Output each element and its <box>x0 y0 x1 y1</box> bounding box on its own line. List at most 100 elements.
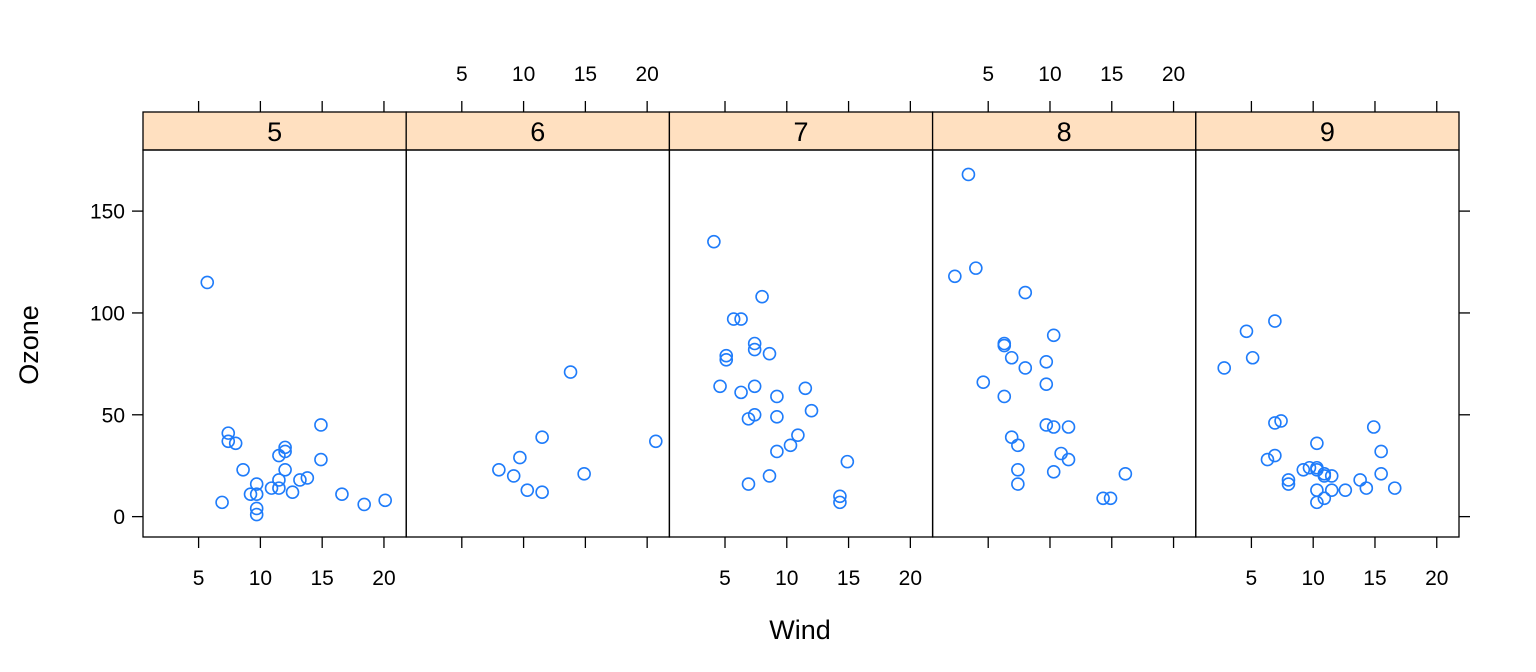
x-tick-label-top-8-10: 10 <box>1038 63 1061 86</box>
data-point-8-17 <box>1046 328 1061 343</box>
data-point-6-8 <box>649 434 663 449</box>
data-point-5-19 <box>293 473 307 487</box>
data-point-6-0 <box>492 462 506 477</box>
x-tick-label-bottom-5-15: 15 <box>310 567 333 590</box>
x-tick-label-top-8-20: 20 <box>1162 63 1185 86</box>
data-point-8-14 <box>1039 355 1054 369</box>
data-point-6-5 <box>535 485 549 499</box>
data-point-7-0 <box>707 234 721 249</box>
x-tick-label-top-6-20: 20 <box>635 63 658 86</box>
data-point-7-5 <box>734 312 748 326</box>
strip-label-6: 6 <box>530 117 545 147</box>
data-point-8-19 <box>1046 465 1061 479</box>
x-tick-label-bottom-7-5: 5 <box>719 567 731 590</box>
data-point-5-2 <box>221 426 236 440</box>
panel-7: 7 5 10 15 20 <box>668 101 934 590</box>
data-point-8-10 <box>1011 462 1025 477</box>
x-tick-label-bottom-7-15: 15 <box>837 567 860 590</box>
data-point-8-7 <box>1004 350 1019 365</box>
x-tick-label-bottom-7-20: 20 <box>899 567 922 590</box>
data-point-5-20 <box>300 471 315 485</box>
x-tick-label-bottom-5-20: 20 <box>372 567 395 590</box>
strip-9 <box>1195 111 1460 151</box>
x-tick-label-top-8-5: 5 <box>982 63 994 86</box>
data-point-8-3 <box>976 375 991 390</box>
data-point-9-23 <box>1353 473 1367 487</box>
data-point-8-20 <box>1054 446 1068 461</box>
x-tick-label-top-6-10: 10 <box>512 63 535 86</box>
x-tick-label-bottom-9-20: 20 <box>1425 567 1448 590</box>
data-point-5-3 <box>221 434 236 449</box>
data-point-5-0 <box>200 275 215 290</box>
data-point-8-18 <box>1046 420 1061 434</box>
data-point-7-23 <box>833 489 847 504</box>
strip-label-8: 8 <box>1057 117 1072 147</box>
data-point-5-24 <box>357 497 371 512</box>
data-point-5-1 <box>215 495 229 510</box>
data-point-5-18 <box>285 485 300 499</box>
data-point-6-1 <box>506 469 521 483</box>
data-point-9-9 <box>1281 477 1296 491</box>
data-point-5-10 <box>249 507 264 522</box>
data-point-9-15 <box>1310 483 1324 497</box>
panel-frame-6 <box>405 149 671 538</box>
data-point-5-4 <box>228 436 243 451</box>
x-tick-label-bottom-9-10: 10 <box>1302 567 1325 590</box>
data-point-8-22 <box>1061 452 1076 467</box>
data-point-8-11 <box>1011 477 1025 491</box>
data-point-5-7 <box>249 477 264 491</box>
data-point-7-1 <box>713 379 727 394</box>
panel-frame-9 <box>1195 149 1460 538</box>
data-point-6-2 <box>513 450 527 465</box>
data-point-7-8 <box>741 477 756 491</box>
data-point-9-10 <box>1296 462 1311 477</box>
data-point-7-2 <box>719 348 734 363</box>
data-point-8-25 <box>1118 467 1133 481</box>
data-point-5-6 <box>243 487 258 502</box>
data-point-9-26 <box>1374 444 1388 459</box>
data-point-9-0 <box>1217 361 1232 375</box>
data-point-9-11 <box>1302 460 1317 475</box>
data-point-5-21 <box>314 418 328 432</box>
data-point-5-5 <box>236 462 250 477</box>
panel-frame-7 <box>668 149 934 538</box>
data-point-9-1 <box>1239 324 1254 339</box>
strip-label-7: 7 <box>793 117 808 147</box>
strip-7 <box>668 111 934 151</box>
data-point-6-6 <box>563 365 578 379</box>
data-point-5-16 <box>278 444 292 459</box>
panel-5: 5 5 10 15 20 <box>142 101 407 590</box>
data-point-6-3 <box>520 483 535 497</box>
data-point-7-16 <box>770 389 784 404</box>
x-tick-label-bottom-5-5: 5 <box>193 567 205 590</box>
x-axis-label: Wind <box>769 615 831 645</box>
data-point-9-25 <box>1366 420 1381 434</box>
data-point-5-25 <box>378 493 392 508</box>
data-point-9-5 <box>1268 416 1282 430</box>
data-point-5-22 <box>314 452 328 467</box>
x-tick-label-top-8-15: 15 <box>1100 63 1123 86</box>
data-point-9-8 <box>1281 473 1296 487</box>
data-point-8-21 <box>1061 420 1076 434</box>
strip-label-9: 9 <box>1320 117 1335 147</box>
y-tick-label-50: 50 <box>102 404 125 427</box>
data-point-5-14 <box>272 481 286 495</box>
panels-layer: 5 5 10 15 20 6 5 10 15 20 7 5 10 15 20 8 5 10 15 20 9 5 10 15 20… <box>90 63 1470 590</box>
data-point-5-8 <box>249 487 264 502</box>
data-point-8-5 <box>997 338 1012 353</box>
data-point-7-21 <box>798 381 813 396</box>
data-point-6-7 <box>577 467 591 481</box>
data-point-5-23 <box>335 487 349 502</box>
x-tick-label-bottom-9-15: 15 <box>1363 567 1386 590</box>
data-point-9-21 <box>1324 483 1339 497</box>
data-point-7-19 <box>783 438 798 453</box>
data-point-7-24 <box>833 495 847 510</box>
data-point-9-12 <box>1310 436 1324 451</box>
panel-6: 6 5 10 15 20 <box>405 63 671 548</box>
x-tick-label-top-6-5: 5 <box>456 63 468 86</box>
data-point-7-3 <box>719 352 734 367</box>
data-point-7-22 <box>804 403 819 418</box>
data-point-7-25 <box>840 454 855 469</box>
panel-8: 8 5 10 15 20 <box>931 63 1197 548</box>
data-point-7-15 <box>762 469 777 483</box>
